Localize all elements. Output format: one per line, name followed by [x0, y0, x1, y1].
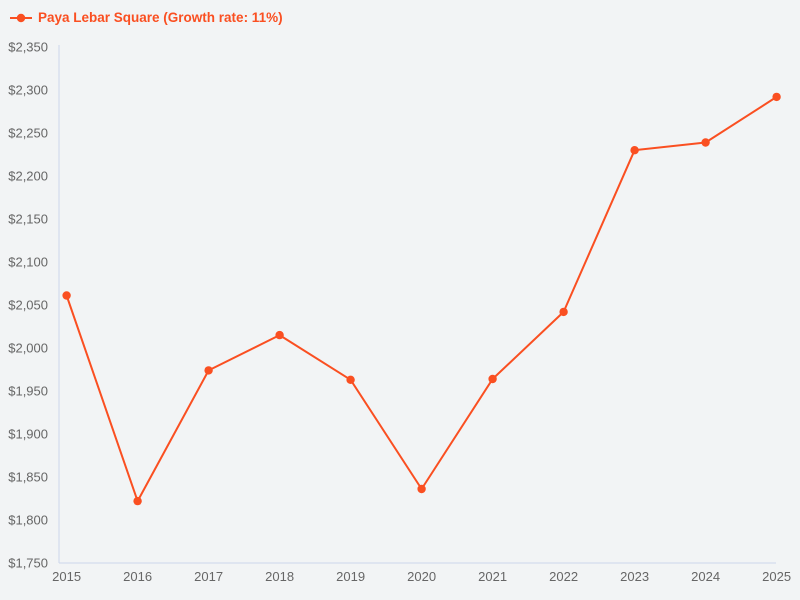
data-point[interactable] [701, 138, 710, 147]
y-tick-label: $2,200 [8, 169, 48, 184]
legend-label: Paya Lebar Square (Growth rate: 11%) [38, 10, 283, 25]
y-tick-label: $2,000 [8, 341, 48, 356]
x-tick-label: 2024 [691, 569, 720, 584]
y-tick-label: $1,800 [8, 513, 48, 528]
data-point[interactable] [772, 92, 781, 102]
data-point[interactable] [62, 291, 71, 300]
y-tick-label: $2,350 [8, 40, 48, 55]
y-tick-label: $2,100 [8, 255, 48, 270]
y-tick-label: $2,050 [8, 298, 48, 313]
x-tick-label: 2022 [549, 569, 578, 584]
data-point[interactable] [417, 484, 426, 494]
data-point[interactable] [488, 374, 497, 384]
data-point[interactable] [559, 307, 568, 317]
y-tick-label: $2,300 [8, 83, 48, 98]
data-point[interactable] [275, 330, 284, 340]
y-tick-label: $1,900 [8, 427, 48, 442]
x-tick-label: 2019 [336, 569, 365, 584]
y-tick-label: $1,950 [8, 384, 48, 399]
x-tick-label: 2025 [762, 569, 791, 584]
x-tick-label: 2015 [52, 569, 81, 584]
series-line [65, 95, 778, 503]
x-tick-label: 2023 [620, 569, 649, 584]
y-tick-label: $1,850 [8, 470, 48, 485]
data-point[interactable] [630, 146, 639, 155]
x-tick-label: 2017 [194, 569, 223, 584]
legend-series-marker-icon [10, 13, 32, 22]
data-point[interactable] [204, 366, 213, 375]
x-tick-label: 2016 [123, 569, 152, 584]
legend-item[interactable]: Paya Lebar Square (Growth rate: 11%) [9, 10, 283, 25]
x-tick-label: 2021 [478, 569, 507, 584]
x-tick-label: 2020 [407, 569, 436, 584]
y-tick-label: $2,250 [8, 126, 48, 141]
y-tick-label: $2,150 [8, 212, 48, 227]
data-point[interactable] [133, 496, 142, 506]
y-tick-label: $1,750 [8, 556, 48, 571]
data-point[interactable] [346, 375, 355, 384]
x-tick-label: 2018 [265, 569, 294, 584]
